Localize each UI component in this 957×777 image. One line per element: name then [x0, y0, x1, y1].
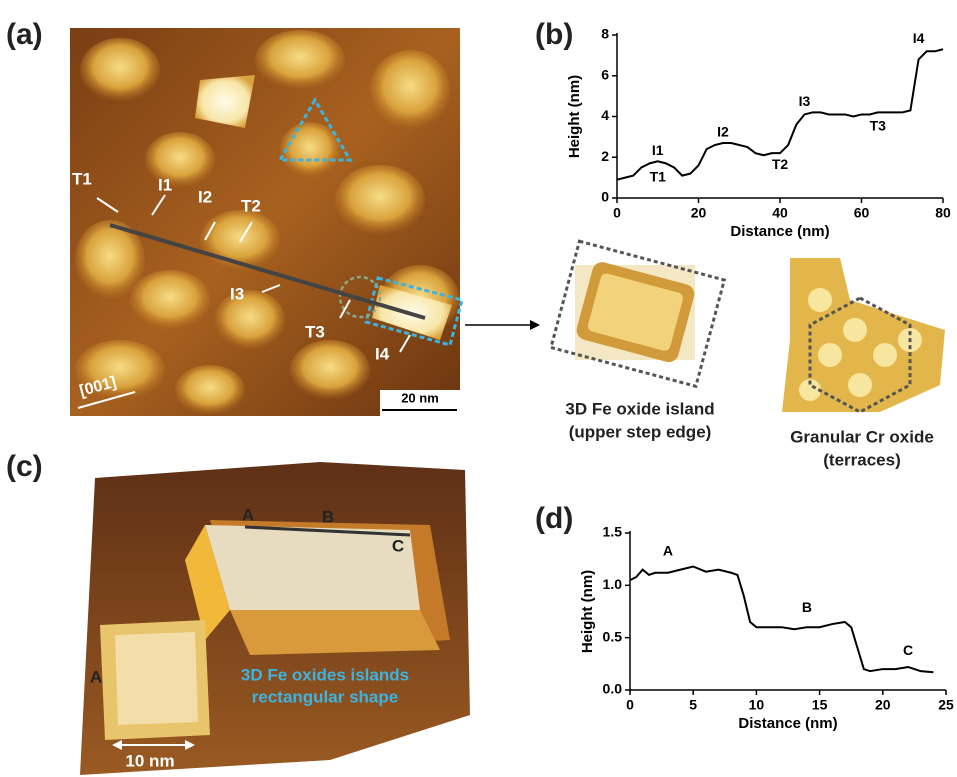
3d-image: A B C A 3D Fe oxides islands rectangular… [80, 462, 470, 775]
x-tick-label: 20 [691, 205, 707, 221]
profile-label: I4 [375, 344, 390, 363]
y-tick-label: 8 [601, 26, 609, 42]
x-tick-label: 10 [749, 697, 765, 713]
profile-line [630, 566, 933, 672]
y-axis-label: Height (nm) [566, 75, 583, 158]
annotation: rectangular shape [252, 687, 398, 706]
stm-image: T1 I1 I2 T2 I3 T3 I4 [001] 20 nm [70, 28, 462, 416]
inset-caption: Granular Cr oxide [790, 427, 934, 446]
profile-label: B [322, 507, 334, 526]
panel-label: (d) [535, 502, 573, 535]
y-tick-label: 0.5 [603, 628, 623, 644]
annotation: I4 [913, 30, 925, 46]
panel-label: (a) [6, 18, 43, 51]
y-tick-label: 1.0 [603, 576, 623, 592]
y-axis-label: Height (nm) [579, 570, 596, 653]
panel-label: (c) [6, 450, 43, 483]
profile-label: C [392, 536, 404, 555]
profile-label: T2 [241, 196, 261, 215]
x-tick-label: 15 [812, 697, 828, 713]
annotation: I3 [799, 93, 811, 109]
profile-label: A [242, 505, 254, 524]
scale-bar-label: 10 nm [125, 751, 174, 770]
x-axis-label: Distance (nm) [738, 715, 837, 732]
x-tick-label: 80 [935, 205, 951, 221]
x-tick-label: 0 [626, 697, 634, 713]
x-axis-label: Distance (nm) [730, 223, 829, 240]
inset-caption: 3D Fe oxide island [565, 399, 714, 418]
inset-caption: (terraces) [823, 450, 901, 469]
profile-label: A [90, 667, 102, 686]
annotation: T3 [870, 117, 887, 133]
y-tick-label: 4 [601, 107, 609, 123]
x-tick-label: 40 [772, 205, 788, 221]
annotation: I1 [652, 142, 664, 158]
cr-inset: Granular Cr oxide (terraces) [782, 258, 945, 469]
annotation: B [802, 599, 812, 615]
annotation: 3D Fe oxides islands [241, 665, 409, 684]
profile-label: T3 [305, 322, 325, 341]
annotation: C [903, 642, 913, 658]
y-tick-label: 2 [601, 148, 609, 164]
y-tick-label: 0.0 [603, 681, 623, 697]
annotation: T2 [772, 156, 789, 172]
panel-label: (b) [535, 18, 573, 51]
profile-label: I2 [198, 187, 212, 206]
x-tick-label: 5 [689, 697, 697, 713]
y-tick-label: 6 [601, 66, 609, 82]
profile-label: I1 [158, 175, 172, 194]
figure: (a) (b) (c) (d) T1 I1 I2 T2 I3 T3 I4 [00… [0, 0, 957, 777]
x-tick-label: 25 [938, 697, 954, 713]
x-tick-label: 20 [875, 697, 891, 713]
y-tick-label: 1.5 [603, 524, 623, 540]
profile-label: T1 [72, 169, 92, 188]
arrowhead [530, 320, 540, 330]
x-tick-label: 0 [613, 205, 621, 221]
scale-bar-label: 20 nm [401, 390, 439, 405]
annotation: A [663, 543, 673, 559]
annotation: T1 [650, 168, 667, 184]
y-tick-label: 0 [601, 189, 609, 205]
profile-label: I3 [230, 284, 244, 303]
x-tick-label: 60 [854, 205, 870, 221]
annotation: I2 [717, 124, 729, 140]
inset-caption: (upper step edge) [569, 422, 712, 441]
island-inset: 3D Fe oxide island (upper step edge) [551, 241, 724, 441]
